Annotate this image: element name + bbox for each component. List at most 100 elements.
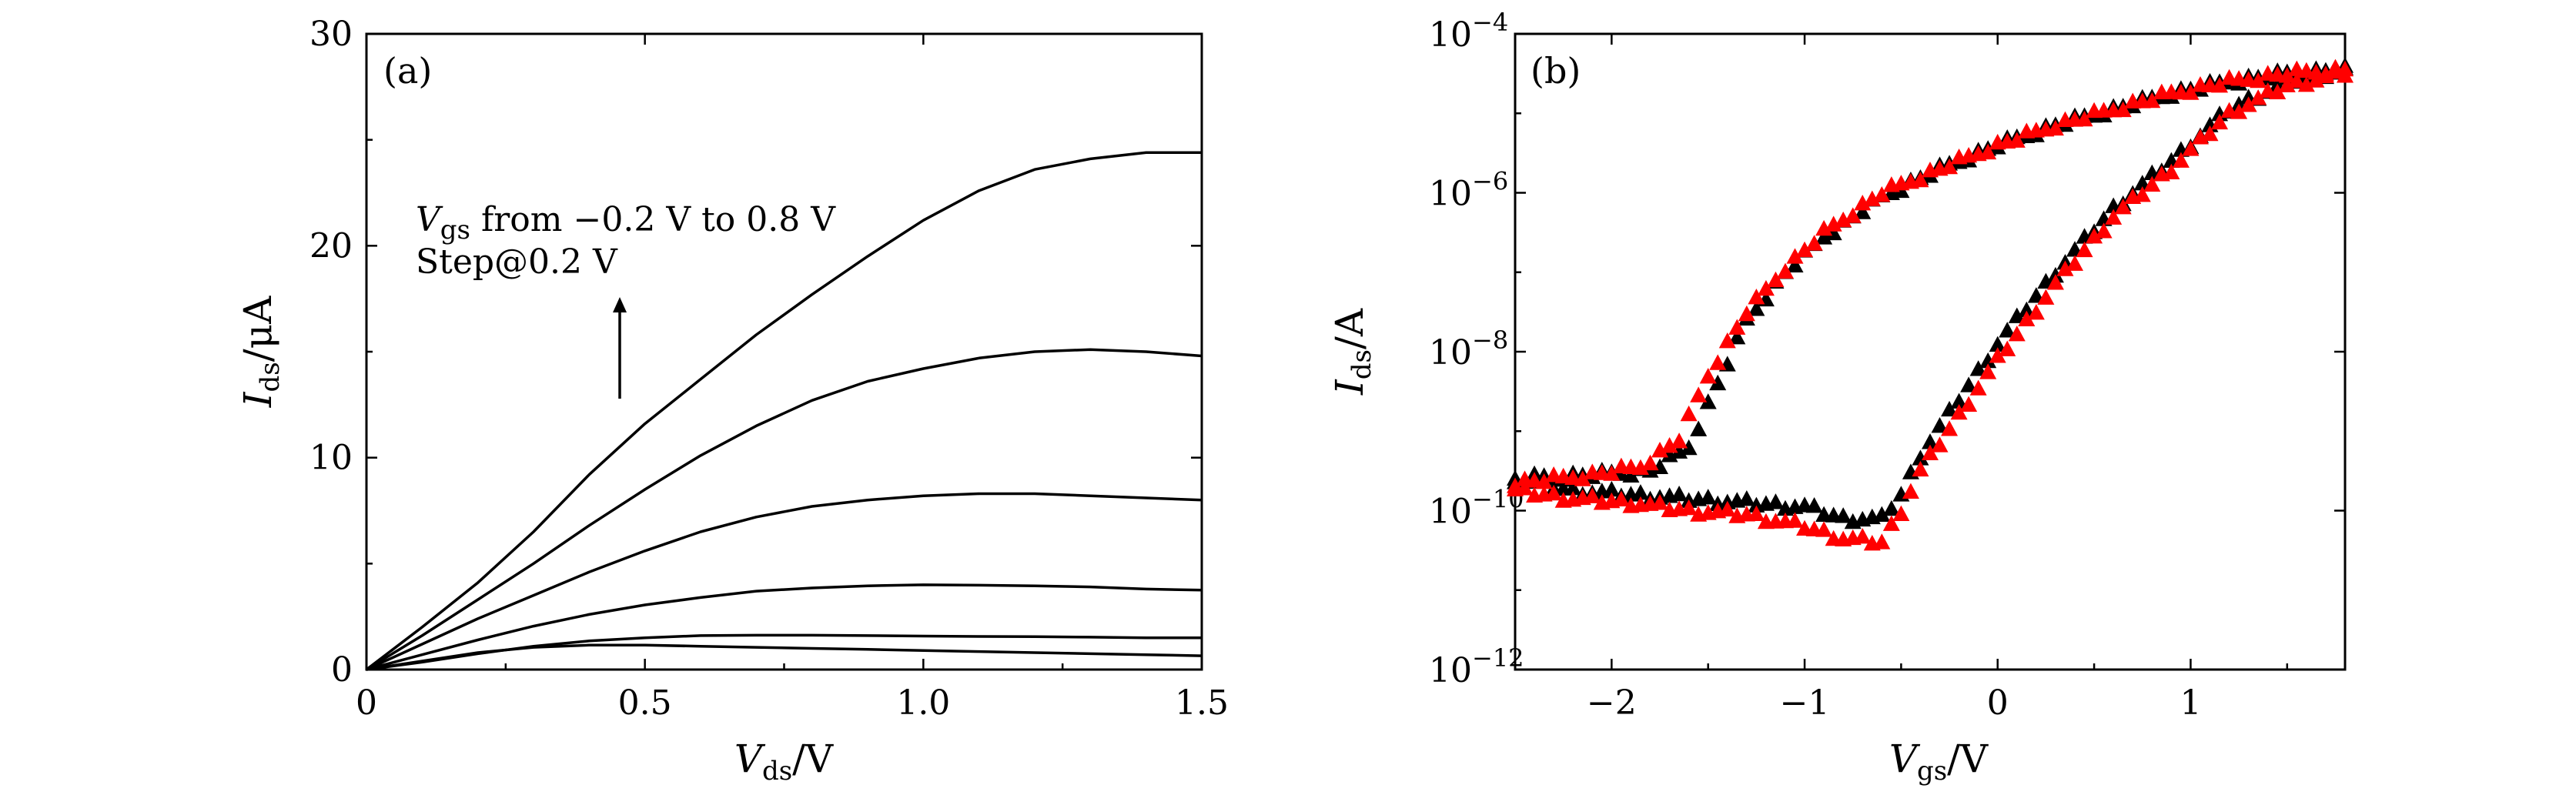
panel-b-marker-series-1	[2037, 289, 2055, 305]
panel-b-marker-series-1	[1748, 288, 1765, 305]
panel-b-marker-series-1	[1584, 487, 1601, 503]
panel-b-x-tick-label: −2	[1587, 683, 1637, 723]
panel-b-marker-series-1	[1854, 195, 1872, 211]
panel-b-marker-series-0	[1825, 224, 1842, 241]
panel-b-marker-series-1	[1584, 463, 1601, 479]
panel-a-annotation-line-2: Step@0.2 V	[416, 242, 618, 282]
panel-b-marker-series-0	[1960, 376, 1978, 392]
panel-b-marker-series-1	[1815, 521, 1833, 537]
panel-b-marker-series-0	[1805, 497, 1823, 513]
panel-b-y-axis-label: Ids/A	[1327, 308, 1377, 396]
panel-a-x-tick-label: 0.5	[618, 683, 672, 723]
panel-a-curve-5	[365, 151, 1202, 671]
panel-b-marker-series-1	[1545, 484, 1563, 501]
panel-b-marker-series-1	[1680, 499, 1698, 516]
panel-a-curve-1	[366, 633, 1202, 671]
panel-b-marker-series-0	[2018, 301, 2036, 318]
panel-b-marker-series-1	[1718, 500, 1736, 517]
panel-b-marker-series-1	[2288, 72, 2306, 89]
panel-b-marker-series-1	[2066, 255, 2084, 271]
panel-b-y-tick-label: 10−6	[1429, 167, 1508, 214]
vgs-increase-arrow	[613, 297, 627, 399]
panel-b-marker-series-1	[2278, 76, 2296, 92]
panel-b-marker-series-1	[2327, 58, 2344, 75]
panel-b-marker-series-0	[1603, 480, 1621, 497]
panel-a-curve-4	[366, 348, 1203, 671]
panel-a-curve-3	[366, 492, 1203, 671]
panel-b-marker-series-0	[1738, 489, 1755, 506]
panel-b-marker-series-1	[1545, 466, 1563, 483]
panel-b-marker-series-1	[1507, 477, 1524, 493]
panel-b-marker-series-0	[1699, 393, 1717, 409]
panel-b-marker-series-1	[2133, 186, 2151, 202]
panel-b-marker-series-1	[1786, 512, 1804, 528]
panel-b-marker-series-1	[1738, 305, 1755, 322]
panel-b-marker-series-1	[1805, 235, 1823, 251]
panel-b-marker-series-1	[2163, 163, 2180, 179]
panel-b-marker-series-1	[1699, 367, 1717, 384]
panel-b-marker-series-1	[1786, 248, 1804, 264]
panel-b-marker-series-1	[2307, 72, 2325, 88]
panel-b-marker-series-1	[1757, 279, 1775, 296]
panel-a-plot-frame	[365, 32, 1203, 671]
panel-b-marker-series-0	[1882, 499, 1900, 516]
panel-b-marker-series-0	[1854, 203, 1872, 219]
panel-b-marker-series-0	[1922, 433, 1939, 449]
panel-b-marker-series-1	[1989, 133, 2006, 150]
panel-a-x-tick-label: 1.0	[896, 683, 950, 723]
panel-b-label: (b)	[1531, 50, 1581, 92]
panel-b-marker-series-1	[2182, 140, 2200, 156]
panel-a-x-tick-label: 1.5	[1175, 683, 1229, 723]
panel-b-marker-series-0	[1950, 392, 1968, 409]
panel-b-marker-series-1	[2259, 65, 2277, 81]
panel-b-y-tick-label: 10−4	[1429, 8, 1508, 55]
panel-b-marker-series-1	[2250, 89, 2267, 105]
panel-b-marker-series-1	[1718, 332, 1736, 349]
panel-b-marker-series-1	[1950, 403, 1968, 420]
panel-b-marker-series-1	[1922, 162, 1939, 178]
panel-b-marker-series-0	[1671, 485, 1688, 502]
panel-b-marker-series-1	[2124, 92, 2142, 109]
panel-b-marker-series-0	[1815, 229, 1833, 245]
panel-b-marker-series-1	[1612, 490, 1630, 507]
panel-b-marker-series-1	[2211, 113, 2229, 130]
panel-b-marker-series-1	[1854, 528, 1872, 544]
panel-b-marker-series-1	[1979, 363, 1997, 379]
panel-b-marker-series-1	[1882, 515, 1900, 531]
panel-b-marker-series-1	[1661, 437, 1678, 453]
panel-b-marker-series-0	[1882, 184, 1900, 200]
panel-b-marker-series-0	[1748, 300, 1765, 316]
panel-b-marker-series-0	[1979, 352, 1997, 369]
panel-b-marker-series-1	[1902, 483, 1919, 499]
panel-b-marker-series-1	[1873, 533, 1891, 549]
panel-b-marker-series-1	[2086, 228, 2103, 244]
panel-b-marker-series-1	[2056, 260, 2074, 276]
panel-a-x-axis-label: Vds/V	[734, 737, 834, 787]
panel-b-marker-series-1	[2086, 102, 2103, 119]
panel-a-ticks: 0 0.5 1.0 1.5 0 10 20 30	[309, 15, 1229, 723]
panel-b-marker-series-1	[1815, 219, 1833, 236]
panel-b-marker-series-1	[2008, 326, 2026, 342]
panel-a-label: (a)	[383, 50, 432, 92]
panel-b-marker-series-1	[1863, 190, 1881, 206]
panel-b-marker-series-1	[2095, 222, 2113, 239]
panel-b-marker-series-1	[1989, 347, 2006, 363]
panel-b-marker-series-1	[1882, 176, 1900, 192]
panel-b-marker-series-1	[1767, 271, 1785, 288]
panel-b-marker-series-1	[1796, 241, 1814, 258]
panel-b-marker-series-1	[2201, 125, 2219, 142]
panel-b-marker-series-0	[1728, 329, 1746, 345]
panel-b-marker-series-0	[1709, 374, 1727, 391]
panel-b-marker-series-1	[1873, 186, 1891, 202]
panel-b-marker-series-1	[2153, 83, 2170, 100]
panel-a-y-tick-label: 10	[309, 439, 353, 478]
panel-b-marker-series-1	[1844, 207, 1862, 223]
panel-b-marker-series-1	[1680, 405, 1698, 422]
panel-b-marker-series-1	[1671, 433, 1688, 449]
panel-b-marker-series-1	[1960, 396, 1978, 412]
panel-b-marker-series-1	[1651, 441, 1669, 458]
panel-b-marker-series-0	[1564, 479, 1582, 496]
panel-a-y-tick-label: 20	[309, 226, 353, 266]
panel-b-marker-series-0	[1912, 449, 1929, 466]
